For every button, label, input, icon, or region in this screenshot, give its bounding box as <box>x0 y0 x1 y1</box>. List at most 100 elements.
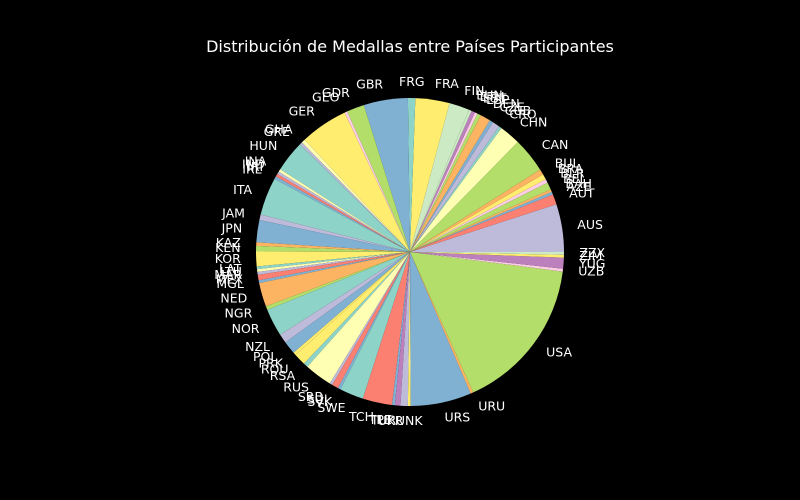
pie-label-bul: BUL <box>555 155 580 170</box>
pie-slice-aze <box>410 191 553 252</box>
pie-slice-blr <box>410 179 548 252</box>
pie-label-frg: FRG <box>399 74 425 89</box>
pie-slice-nzl <box>280 252 410 343</box>
pie-label-tpe: TPE <box>368 412 392 427</box>
pie-slice-gbr <box>363 98 410 252</box>
pie-slice-bul <box>410 169 544 252</box>
pie-label-gdr: GDR <box>322 85 350 100</box>
pie-label-ned: NED <box>220 291 247 306</box>
pie-slice-ita <box>260 178 410 252</box>
pie-label-jpn: JPN <box>221 220 243 235</box>
pie-slice-chn <box>410 128 518 252</box>
pie-label-nzl: NZL <box>245 339 270 354</box>
pie-label-ltu: LTU <box>220 264 242 279</box>
pie-label-bel: BEL <box>563 171 586 186</box>
pie-label-gbr: GBR <box>356 76 383 91</box>
pie-slice-aus <box>410 204 564 252</box>
pie-slice-ukr <box>400 252 410 406</box>
pie-label-unk: UNK <box>396 413 423 428</box>
pie-label-lat: LAT <box>219 261 242 276</box>
pie-label-can: CAN <box>542 137 569 152</box>
pie-label-usa: USA <box>546 344 572 359</box>
pie-label-geo: GEO <box>312 89 340 104</box>
pie-slice-hun <box>280 144 410 252</box>
pie-slice-swe <box>340 252 410 399</box>
chart-title: Distribución de Medallas entre Países Pa… <box>206 37 614 56</box>
pie-slice-den <box>410 115 490 253</box>
pie-slice-geo <box>344 111 410 252</box>
pie-slice-rsa <box>303 252 410 367</box>
pie-label-cze: CZE <box>500 100 525 115</box>
pie-slice-bra <box>410 174 546 252</box>
pie-slice-yug <box>410 252 564 269</box>
pie-label-den: DEN <box>493 96 520 111</box>
pie-slice-bah <box>410 189 552 252</box>
pie-label-zzx: ZZX <box>579 245 605 260</box>
pie-slice-ina <box>278 169 410 252</box>
pie-slice-ltu <box>256 252 410 273</box>
pie-slice-rus <box>307 252 410 384</box>
pie-label-aus: AUS <box>577 217 603 232</box>
pie-slice-ned <box>259 252 410 307</box>
pie-label-ita: ITA <box>233 182 252 197</box>
pie-label-cub: CUB <box>505 103 531 118</box>
pie-label-mar: MAR <box>214 267 242 282</box>
pie-label-mgl: MGL <box>216 276 243 291</box>
pie-slice-kaz <box>256 242 410 252</box>
pie-slice-fin <box>410 103 469 252</box>
pie-slice-unk <box>407 252 411 407</box>
pie-label-aut: AUT <box>569 186 595 201</box>
pie-label-est: EST <box>483 91 507 106</box>
pie-label-eth: ETH <box>480 89 505 104</box>
pie-slice-pol <box>285 252 410 353</box>
pie-slice-mgl <box>258 252 410 284</box>
pie-label-uzb: UZB <box>578 264 604 279</box>
pie-label-sui: SUI <box>307 391 328 406</box>
pie-label-rus: RUS <box>283 379 309 394</box>
pie-label-pol: POL <box>253 349 277 364</box>
pie-slices <box>255 97 564 407</box>
pie-slice-mex <box>257 252 410 281</box>
pie-slice-rou <box>295 252 410 364</box>
pie-slice-bel <box>410 182 551 252</box>
pie-slice-tpe <box>392 252 410 406</box>
pie-label-gre: GRE <box>264 124 290 139</box>
pie-label-zim: ZIM <box>579 248 602 263</box>
pie-label-tch: TCH <box>348 409 374 424</box>
pie-label-iri: IRI <box>247 159 263 174</box>
pie-label-cro: CRO <box>509 106 536 121</box>
pie-label-rou: ROU <box>261 362 289 377</box>
pie-label-blr: BLR <box>560 165 585 180</box>
pie-label-tur: TUR <box>370 412 397 427</box>
pie-label-chn: CHN <box>520 115 547 130</box>
pie-slice-kor <box>255 251 410 267</box>
pie-label-ger: GER <box>289 103 316 118</box>
pie-label-srb: SRB <box>298 389 323 404</box>
pie-slice-fra <box>410 98 450 252</box>
pie-slice-tur <box>394 252 410 406</box>
pie-label-eun: EUN <box>476 88 502 103</box>
pie-slice-cub <box>410 122 500 253</box>
pie-slice-ger <box>304 112 410 252</box>
pie-label-swe: SWE <box>317 400 345 415</box>
pie-label-aze: AZE <box>567 179 592 194</box>
pie-slice-urs <box>410 252 471 406</box>
pie-slice-eun <box>410 109 472 253</box>
pie-slice-gdr <box>347 105 410 252</box>
pie-slice-usa <box>410 252 563 393</box>
pie-slice-irl <box>274 176 410 252</box>
pie-slice-cze <box>410 120 493 252</box>
pie-label-nor: NOR <box>232 321 260 336</box>
pie-slice-lat <box>256 252 410 270</box>
pie-slice-jam <box>259 214 410 252</box>
pie-label-kaz: KAZ <box>216 235 241 250</box>
pie-slice-mar <box>257 252 410 275</box>
pie-slice-frg <box>407 97 416 252</box>
pie-label-fra: FRA <box>435 76 459 91</box>
pie-slice-can <box>410 142 541 252</box>
pie-slice-srb <box>329 252 410 385</box>
pie-label-esp: ESP <box>486 92 510 107</box>
pie-slice-zzx <box>410 252 564 255</box>
pie-label-ngr: NGR <box>225 305 253 320</box>
